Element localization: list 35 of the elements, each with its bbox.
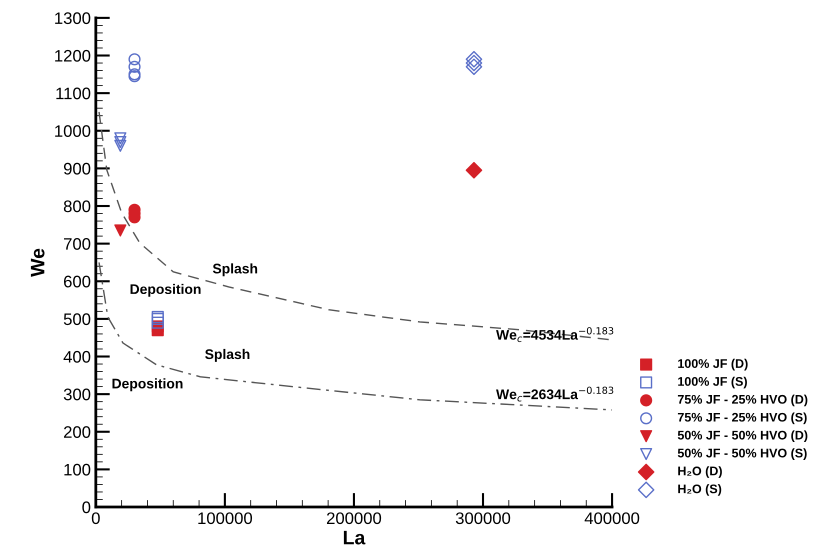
x-tick-label: 100000: [198, 512, 252, 524]
y-tick-label: 400: [64, 350, 90, 363]
y-tick-label: 100: [64, 464, 90, 476]
annotation: Splash: [212, 263, 258, 276]
x-axis-title: La: [344, 530, 366, 544]
y-axis-title: We: [30, 248, 44, 277]
x-tick-label: 300000: [456, 512, 510, 524]
legend-label: 75% JF - 25% HVO (D): [678, 394, 808, 406]
annotation: We$_{c}$=4534La$^{−0.183}$: [496, 327, 614, 342]
y-tick-label: 1000: [55, 125, 90, 137]
x-tick-label: 200000: [326, 512, 382, 524]
y-tick-label: 300: [64, 388, 90, 400]
y-tick-label: 700: [64, 238, 90, 250]
annotation: Deposition: [130, 284, 201, 297]
x-tick-label: 0: [92, 512, 100, 524]
y-tick-label: 500: [64, 313, 90, 326]
legend-label: 50% JF - 50% HVO (D): [678, 430, 808, 442]
legend-label: 100% JF (D): [678, 358, 748, 370]
legend-label: 75% JF - 25% HVO (S): [678, 412, 807, 424]
legend-label: H₂O (S): [678, 484, 722, 496]
annotation: Splash: [205, 348, 250, 362]
legend-label: H₂O (D): [678, 466, 722, 478]
annotation: Deposition: [112, 378, 182, 392]
y-tick-label: 1100: [56, 88, 90, 100]
y-tick-label: 200: [64, 426, 90, 438]
y-tick-label: 1200: [55, 50, 90, 62]
annotation: We$_{c}$=2634La$^{−0.183}$: [496, 386, 614, 402]
y-tick-label: 800: [64, 200, 90, 212]
y-tick-label: 0: [82, 501, 90, 514]
x-tick-label: 400000: [584, 512, 640, 524]
legend-label: 50% JF - 50% HVO (S): [678, 448, 807, 460]
y-tick-label: 600: [64, 276, 90, 288]
y-tick-label: 1300: [55, 12, 90, 24]
y-tick-label: 900: [64, 162, 90, 175]
legend-label: 100% JF (S): [678, 376, 747, 388]
